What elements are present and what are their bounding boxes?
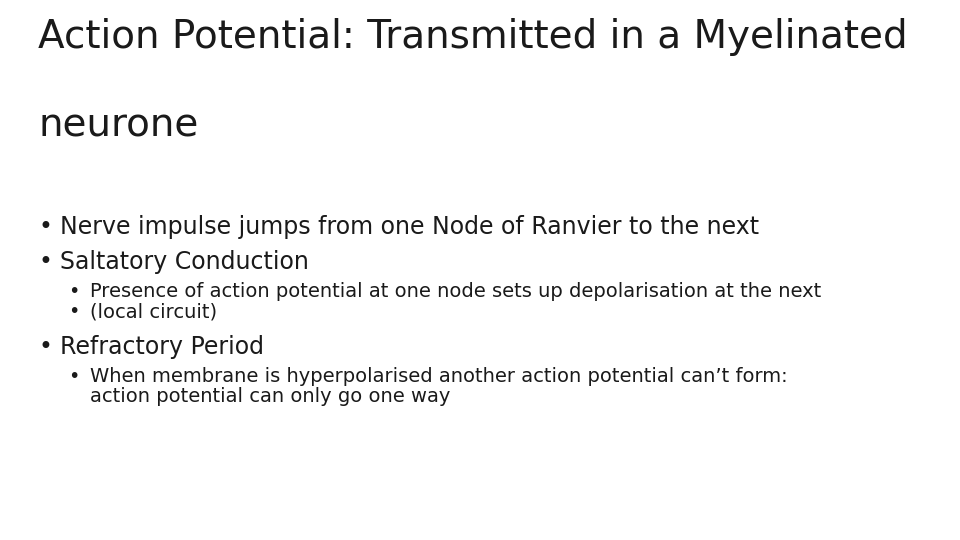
- Text: Saltatory Conduction: Saltatory Conduction: [60, 250, 309, 274]
- Text: Action Potential: Transmitted in a Myelinated: Action Potential: Transmitted in a Myeli…: [38, 18, 907, 56]
- Text: •: •: [38, 215, 52, 239]
- Text: action potential can only go one way: action potential can only go one way: [90, 387, 450, 406]
- Text: •: •: [68, 367, 80, 386]
- Text: •: •: [38, 250, 52, 274]
- Text: •: •: [68, 282, 80, 301]
- Text: Refractory Period: Refractory Period: [60, 335, 264, 359]
- Text: Nerve impulse jumps from one Node of Ranvier to the next: Nerve impulse jumps from one Node of Ran…: [60, 215, 759, 239]
- Text: •: •: [38, 335, 52, 359]
- Text: neurone: neurone: [38, 105, 199, 143]
- Text: (local circuit): (local circuit): [90, 302, 217, 321]
- Text: •: •: [68, 302, 80, 321]
- Text: Presence of action potential at one node sets up depolarisation at the next: Presence of action potential at one node…: [90, 282, 821, 301]
- Text: When membrane is hyperpolarised another action potential can’t form:: When membrane is hyperpolarised another …: [90, 367, 787, 386]
